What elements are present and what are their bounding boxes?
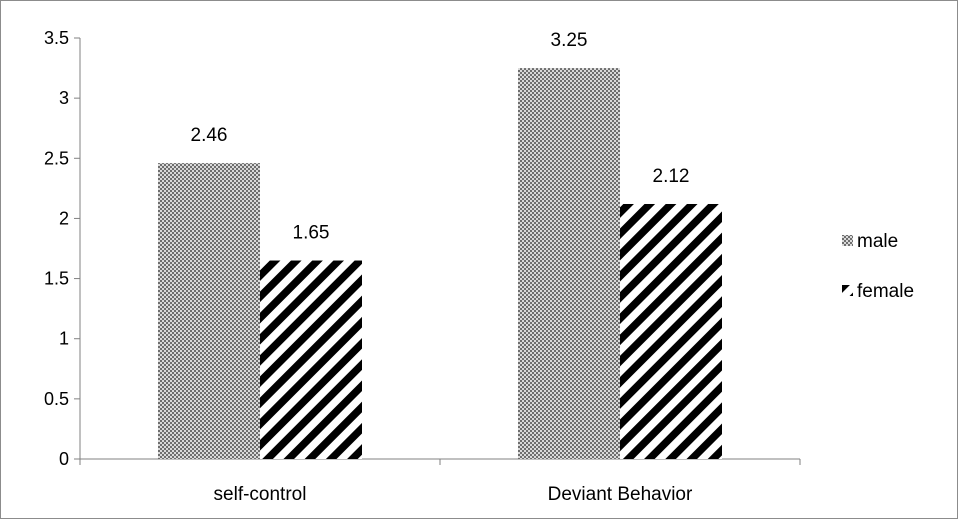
y-tick-label: 1 [59, 329, 69, 349]
y-tick-label: 2 [59, 208, 69, 228]
bar-female-0 [260, 260, 362, 459]
category-label: Deviant Behavior [548, 484, 693, 505]
data-label-male-0: 2.46 [191, 125, 228, 146]
bar-male-1 [518, 68, 620, 460]
y-tick-label: 3.5 [44, 28, 69, 48]
y-tick-label: 2.5 [44, 148, 69, 168]
data-label-female-0: 1.65 [293, 223, 330, 244]
bar-female-1 [620, 203, 722, 459]
legend-swatch-male [842, 235, 853, 246]
legend-label-female: female [857, 281, 914, 302]
data-label-female-1: 2.12 [653, 166, 690, 187]
legend: male female [842, 231, 914, 302]
y-tick-label: 0 [59, 449, 69, 469]
y-tick-label: 0.5 [44, 389, 69, 409]
y-tick-label: 1.5 [44, 269, 69, 289]
legend-swatch-female [842, 285, 853, 296]
y-tick-label: 3 [59, 88, 69, 108]
data-label-male-1: 3.25 [551, 30, 588, 51]
legend-label-male: male [857, 231, 898, 252]
plot-area: 0 0.5 1 1.5 2 2.5 3 3.5 2.46 1.65 self-control 3.25… [44, 28, 801, 505]
bar-male-0 [158, 163, 260, 459]
category-label: self-control [214, 484, 307, 505]
